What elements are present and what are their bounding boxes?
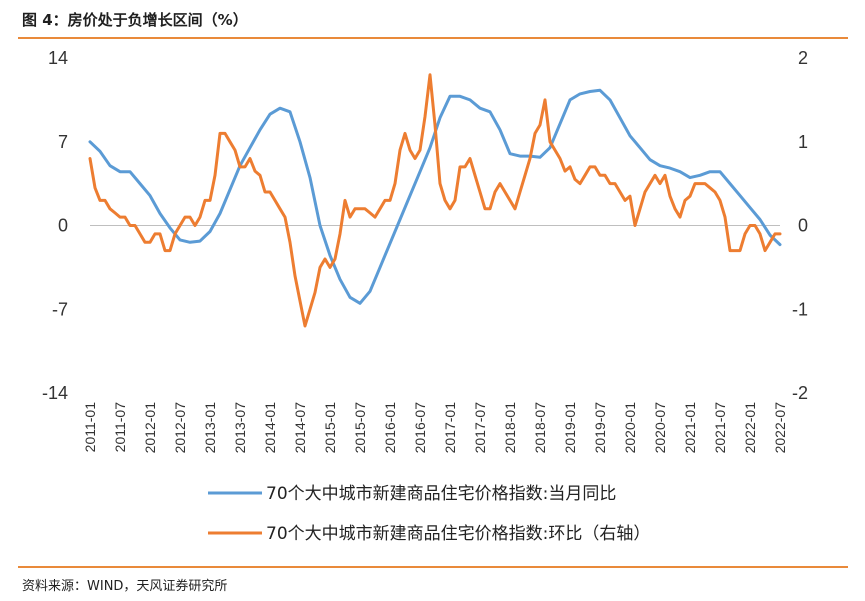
x-tick-label: 2021-07 [712,402,728,454]
right-tick-label: 1 [798,132,808,152]
left-tick-label: 0 [58,216,68,236]
top-divider [18,37,848,39]
series-line-mom [88,73,782,328]
left-tick-label: 14 [48,48,68,68]
bottom-divider [18,566,848,568]
source-note: 资料来源：WIND，天风证券研究所 [22,579,228,594]
right-tick-label: 2 [798,48,808,68]
x-tick-label: 2018-01 [502,402,518,454]
x-tick-label: 2022-01 [742,402,758,454]
x-tick-label: 2022-07 [772,402,788,454]
x-tick-label: 2019-07 [592,402,608,454]
x-tick-label: 2015-07 [352,402,368,454]
right-tick-label: -1 [792,299,808,319]
right-axis-ticks: 2 1 0 -1 -2 [792,48,808,403]
x-tick-label: 2017-01 [442,402,458,454]
right-tick-label: 0 [798,216,808,236]
x-tick-label: 2012-01 [142,402,158,454]
left-axis-ticks: 14 7 0 -7 -14 [42,48,68,403]
x-tick-label: 2011-01 [82,402,98,453]
x-tick-label: 2019-01 [562,402,578,454]
figure-title: 图 4：房价处于负增长区间（%） [22,11,248,29]
x-tick-label: 2014-01 [262,402,278,454]
x-tick-label: 2015-01 [322,402,338,454]
left-tick-label: -14 [42,383,68,403]
x-tick-label: 2017-07 [472,402,488,454]
left-tick-label: 7 [58,132,68,152]
legend-label: 70个大中城市新建商品住宅价格指数:环比（右轴） [266,524,650,544]
legend: 70个大中城市新建商品住宅价格指数:当月同比 70个大中城市新建商品住宅价格指数:… [208,484,650,544]
right-tick-label: -2 [792,383,808,403]
x-tick-label: 2020-01 [622,402,638,454]
x-tick-label: 2011-07 [112,402,128,453]
x-tick-label: 2020-07 [652,402,668,454]
x-axis-ticks: 2011-01 2011-07 2012-01 2012-07 2013-01 2013-… [82,402,788,454]
legend-label: 70个大中城市新建商品住宅价格指数:当月同比 [266,484,616,504]
x-tick-label: 2012-07 [172,402,188,454]
x-tick-label: 2013-07 [232,402,248,454]
x-tick-label: 2021-01 [682,402,698,454]
left-tick-label: -7 [52,299,68,319]
x-tick-label: 2016-01 [382,402,398,454]
x-tick-label: 2018-07 [532,402,548,454]
x-tick-label: 2014-07 [292,402,308,454]
x-tick-label: 2013-01 [202,402,218,454]
series-layer [88,73,782,328]
x-tick-label: 2016-07 [412,402,428,454]
